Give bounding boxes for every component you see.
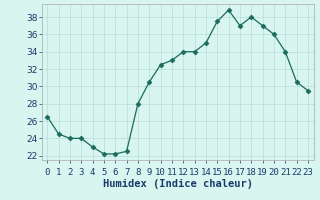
X-axis label: Humidex (Indice chaleur): Humidex (Indice chaleur)	[103, 179, 252, 189]
